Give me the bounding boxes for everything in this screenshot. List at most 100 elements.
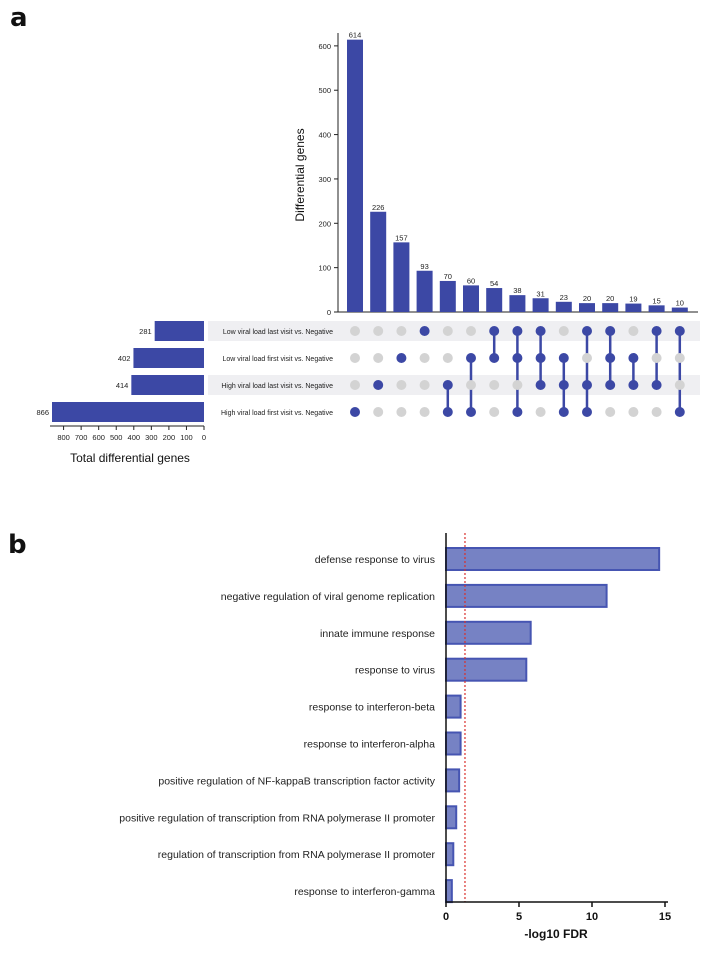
y-axis-title: Differential genes <box>293 128 307 221</box>
matrix-dot-inactive <box>442 326 453 336</box>
set-size-value: 281 <box>139 327 152 336</box>
matrix-dot-active <box>512 353 523 363</box>
enrichment-bar <box>445 768 461 793</box>
bar-value-label: 157 <box>395 233 408 242</box>
matrix-dot-active <box>512 326 523 336</box>
bar-value-label: 20 <box>583 294 591 303</box>
intersection-bar <box>393 242 410 312</box>
enrichment-bar <box>445 879 453 904</box>
matrix-dot-inactive <box>558 326 569 336</box>
enrichment-bar <box>445 657 528 682</box>
intersection-bar <box>602 303 619 312</box>
matrix-dot-active <box>466 407 476 417</box>
matrix-dot-active <box>558 380 569 390</box>
y-tick-label: 400 <box>318 131 331 140</box>
x-tick-label: 15 <box>659 911 671 923</box>
matrix-dot-inactive <box>419 353 430 363</box>
intersection-bar <box>486 288 503 312</box>
matrix-dot-active <box>512 407 523 417</box>
bar-value-label: 70 <box>444 272 452 281</box>
matrix-dot-inactive <box>651 407 662 417</box>
category-label: positive regulation of transcription fro… <box>119 812 435 824</box>
set-size-value: 402 <box>118 354 131 363</box>
enrichment-bar <box>445 731 462 756</box>
matrix-dot-inactive <box>535 407 546 417</box>
category-label: regulation of transcription from RNA pol… <box>158 849 436 861</box>
matrix-dot-inactive <box>396 326 407 336</box>
bar-value-label: 10 <box>676 299 684 308</box>
set-label: High viral load first visit vs. Negative <box>221 410 333 417</box>
intersection-bar <box>648 305 665 312</box>
matrix-dot-active <box>489 353 500 363</box>
intersection-bar <box>347 39 363 313</box>
matrix-dot-inactive <box>373 326 384 336</box>
matrix-dot-active <box>605 326 616 336</box>
matrix-dot-inactive <box>466 380 476 390</box>
matrix-dot-active <box>466 353 476 363</box>
matrix-dot-active <box>442 407 453 417</box>
category-label: response to virus <box>355 665 435 677</box>
y-tick-label: 0 <box>327 308 331 317</box>
intersection-bar <box>509 295 526 312</box>
set-size-tick-label: 800 <box>57 433 70 442</box>
matrix-dot-active <box>605 380 616 390</box>
matrix-dot-inactive <box>373 353 384 363</box>
enrichment-bar <box>445 547 661 571</box>
bar-value-label: 60 <box>467 276 475 285</box>
bar-value-label: 614 <box>349 31 362 40</box>
x-tick-label: 5 <box>516 911 522 923</box>
matrix-dot-active <box>582 326 592 336</box>
set-size-tick-label: 300 <box>145 433 158 442</box>
matrix-dot-active <box>605 353 616 363</box>
panel-b-label: b <box>8 530 27 560</box>
intersection-bar <box>416 270 433 312</box>
bar-value-label: 226 <box>372 203 385 212</box>
matrix-dot-active <box>350 407 360 417</box>
bar-value-label: 23 <box>560 293 568 302</box>
matrix-dot-inactive <box>350 326 360 336</box>
matrix-dot-active <box>419 326 430 336</box>
matrix-dot-inactive <box>512 380 523 390</box>
y-tick-label: 600 <box>318 42 331 51</box>
intersection-bar <box>532 298 549 312</box>
set-size-tick-label: 100 <box>180 433 193 442</box>
enrichment-bar <box>445 694 462 719</box>
set-size-tick-label: 700 <box>75 433 88 442</box>
go-enrichment-chart: defense response to virus negative regula… <box>119 533 671 941</box>
set-size-value: 414 <box>116 381 129 390</box>
matrix-dot-inactive <box>419 380 430 390</box>
set-size-tick-label: 200 <box>163 433 176 442</box>
set-size-axis-title: Total differential genes <box>70 451 190 465</box>
panel-a-label: a <box>10 3 28 33</box>
category-label: response to interferon-beta <box>309 702 435 714</box>
matrix-dot-inactive <box>350 380 360 390</box>
set-size-tick-label: 500 <box>110 433 123 442</box>
set-size-tick-label: 400 <box>128 433 141 442</box>
category-label: response to interferon-gamma <box>294 886 435 898</box>
set-label: Low viral load first visit vs. Negative <box>223 356 334 363</box>
matrix-dot-active <box>535 353 546 363</box>
category-label: negative regulation of viral genome repl… <box>221 591 435 603</box>
intersection-bar <box>370 211 387 312</box>
bar-value-label: 93 <box>420 262 428 271</box>
matrix-dot-inactive <box>489 380 500 390</box>
intersection-bar <box>555 301 572 312</box>
y-tick-label: 500 <box>318 86 331 95</box>
intersection-bar <box>579 303 595 312</box>
matrix-dot-active <box>628 380 639 390</box>
matrix-dot-inactive <box>489 407 500 417</box>
enrichment-bar <box>445 620 532 645</box>
matrix-dot-inactive <box>628 407 639 417</box>
category-label: defense response to virus <box>315 554 435 566</box>
matrix-dot-active <box>558 353 569 363</box>
matrix-dot-active <box>489 326 500 336</box>
set-size-tick-label: 0 <box>202 433 206 442</box>
bar-value-label: 38 <box>513 286 521 295</box>
intersection-bar <box>671 307 688 312</box>
matrix-dot-active <box>674 407 685 417</box>
matrix-dot-inactive <box>651 353 662 363</box>
bar-value-label: 15 <box>652 296 660 305</box>
matrix-dot-active <box>651 380 662 390</box>
category-label: response to interferon-alpha <box>304 739 435 751</box>
